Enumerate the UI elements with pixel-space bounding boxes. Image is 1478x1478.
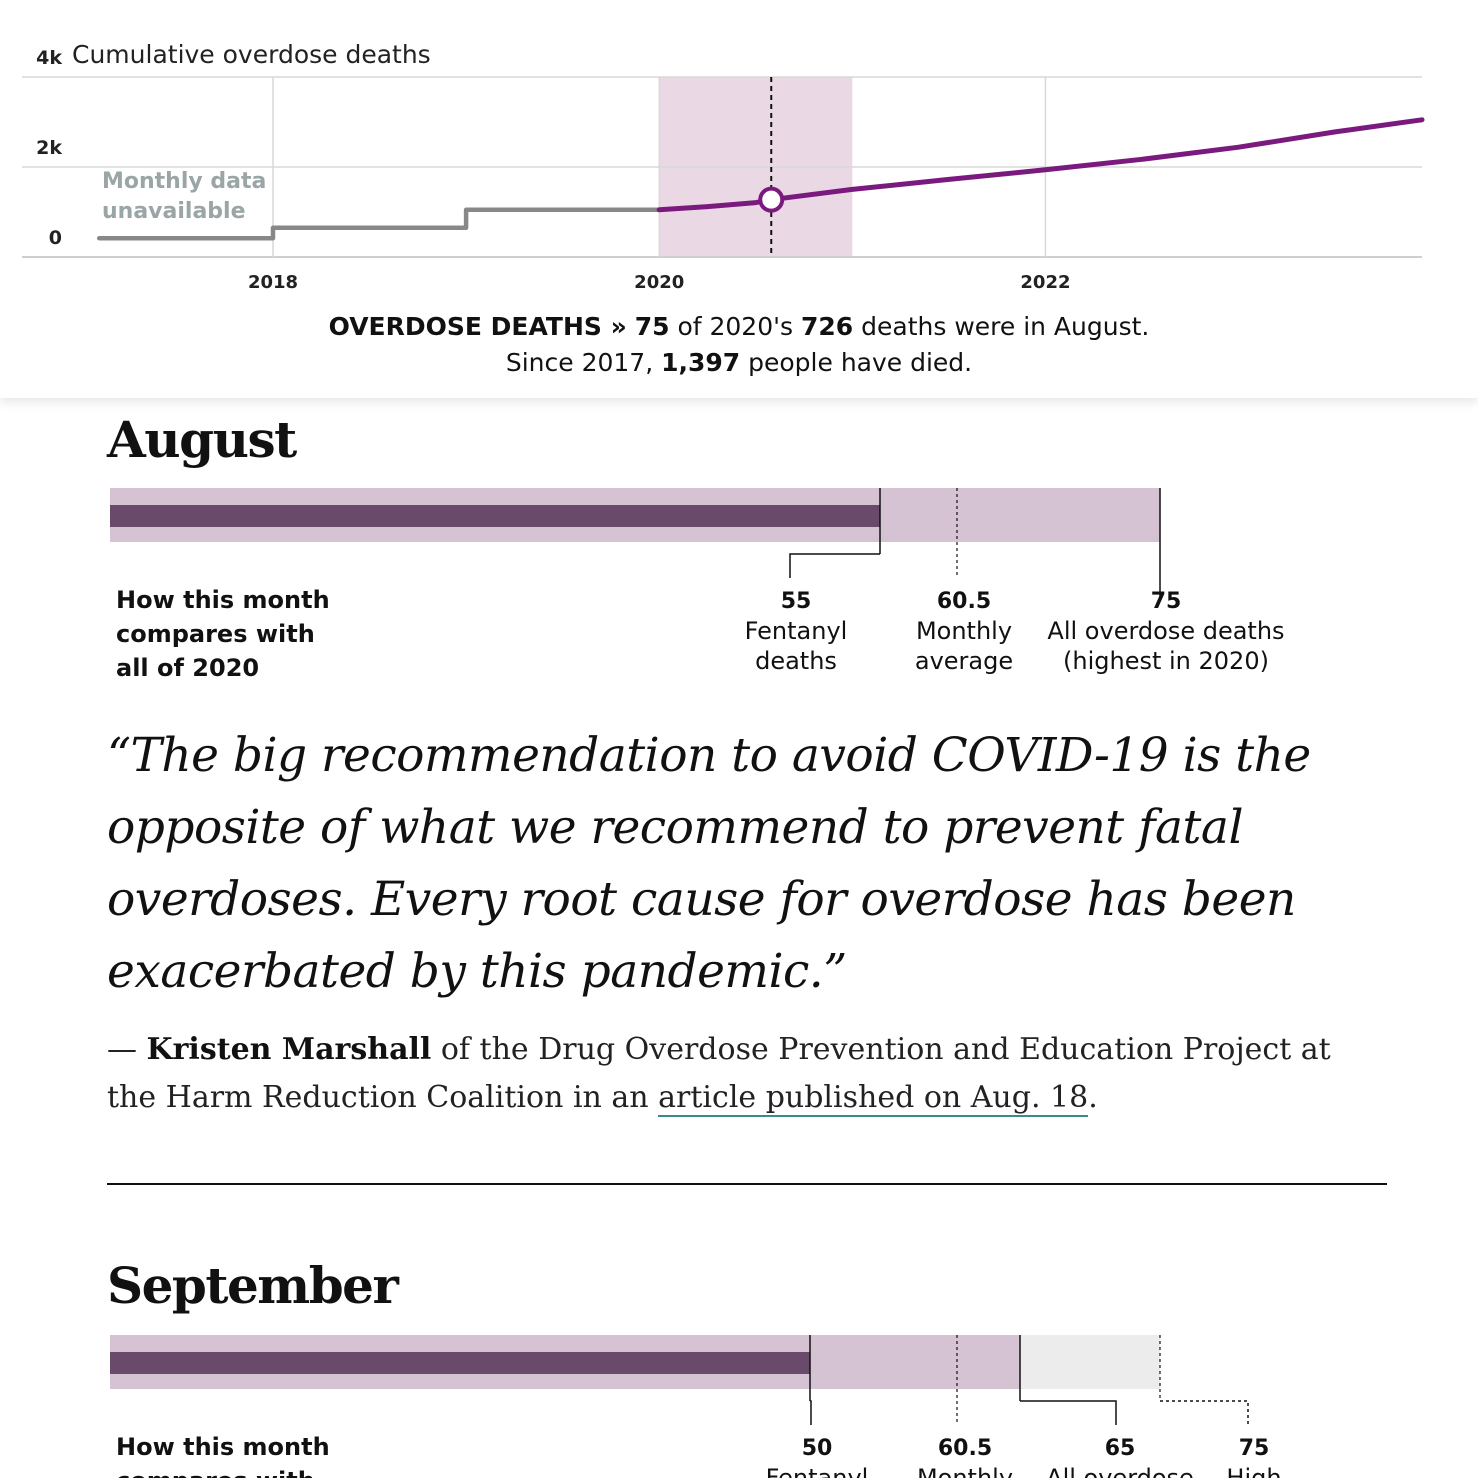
bar-label-text: Monthly <box>917 1464 1013 1478</box>
bar-label-value: 60.5 <box>938 1436 992 1461</box>
summary-year-total: 726 <box>800 312 854 341</box>
bar-label-value: 65 <box>1105 1436 1136 1461</box>
x-tick-label: 2020 <box>634 272 684 293</box>
attrib-rest: of the Drug Overdose Prevention and Educ… <box>107 1032 1331 1115</box>
article-link[interactable]: article published on Aug. 18 <box>658 1080 1089 1117</box>
fentanyl-leader-line <box>789 553 880 578</box>
bar-label-value: 75 <box>1239 1436 1270 1461</box>
september-title: September <box>107 1256 399 1315</box>
summary-cumulative: 1,397 <box>661 348 741 377</box>
september-compare-line: How this month <box>116 1433 330 1461</box>
year-high-leader-line <box>1160 1400 1249 1425</box>
august-compare-line: compares with <box>116 620 315 648</box>
y-tick-label: 4k <box>36 47 62 69</box>
x-tick-label: 2022 <box>1020 272 1070 293</box>
chart-title: Cumulative overdose deaths <box>72 40 431 69</box>
annual-step-line <box>96 207 662 241</box>
bar-label-text: average <box>915 647 1013 675</box>
monthly-cumulative-line <box>656 117 1425 213</box>
all-deaths-leader-line <box>1020 1400 1117 1425</box>
summary-line-1: OVERDOSE DEATHS » 75 of 2020's 726 death… <box>0 312 1478 341</box>
september-bar-svg: 50 Fentanyl 60.5 Monthly 65 All overdose 75 Hig… <box>110 1335 1282 1478</box>
september-compare-line: compares with <box>116 1464 376 1478</box>
attrib-end: . <box>1088 1080 1098 1115</box>
bar-label-value: 75 <box>1151 589 1182 614</box>
bar-label-value: 60.5 <box>937 589 991 614</box>
august-title: August <box>107 410 297 469</box>
september-bar-chart: 50 Fentanyl 60.5 Monthly 65 All overdose 75 Hig… <box>110 1335 1410 1478</box>
august-compare-line: all of 2020 <box>116 654 260 682</box>
summary-month-deaths: 75 <box>634 312 670 341</box>
summary-of-text: of 2020's <box>677 312 794 341</box>
annotation-line: Monthly data <box>102 169 266 194</box>
fentanyl-bar <box>110 505 880 527</box>
august-bar-chart: 55 Fentanyl deaths 60.5 Monthly average 75 All … <box>110 488 1410 675</box>
september-compare-label: How this month compares with <box>116 1430 376 1478</box>
x-tick-label: 2018 <box>248 272 298 293</box>
bar-label-value: 50 <box>802 1436 833 1461</box>
bar-label-text: All overdose <box>1046 1464 1194 1478</box>
y-tick-label: 0 <box>49 227 62 249</box>
fentanyl-bar <box>110 1352 810 1374</box>
pull-quote: “The big recommendation to avoid COVID-1… <box>107 728 1311 999</box>
summary-since: Since 2017, <box>505 348 654 377</box>
bar-label-text: Fentanyl <box>766 1464 869 1478</box>
current-month-marker <box>758 186 785 213</box>
summary-people: people have died. <box>748 348 973 377</box>
attrib-dash: — <box>107 1032 147 1067</box>
bar-label-text: Fentanyl <box>745 617 848 645</box>
bar-label-text: deaths <box>755 647 837 675</box>
bar-label-value: 55 <box>781 589 812 614</box>
summary-tail: deaths were in August. <box>861 312 1150 341</box>
cumulative-deaths-chart: 4k 2k 0 Cumulative overdose deaths 2018 2020 2… <box>22 40 1425 293</box>
bar-label-text: High <box>1226 1464 1281 1478</box>
bar-label-text: All overdose deaths <box>1047 617 1284 645</box>
cumulative-chart-panel: 4k 2k 0 Cumulative overdose deaths 2018 2020 2… <box>0 0 1478 398</box>
fentanyl-leader-line <box>810 1400 812 1425</box>
august-compare-label: How this month compares with all of 2020 <box>116 583 376 685</box>
bar-label-text: Monthly <box>916 617 1012 645</box>
year-high-remainder-bar <box>1020 1335 1160 1389</box>
summary-label: OVERDOSE DEATHS » <box>328 312 627 341</box>
quote-attribution: — Kristen Marshall of the Drug Overdose … <box>107 1026 1387 1122</box>
attrib-name: Kristen Marshall <box>146 1032 432 1067</box>
bar-label-text: (highest in 2020) <box>1063 647 1269 675</box>
section-divider <box>107 1183 1387 1185</box>
annotation-line: unavailable <box>102 199 246 224</box>
august-compare-line: How this month <box>116 586 330 614</box>
summary-line-2: Since 2017, 1,397 people have died. <box>0 348 1478 377</box>
y-tick-label: 2k <box>36 137 62 159</box>
